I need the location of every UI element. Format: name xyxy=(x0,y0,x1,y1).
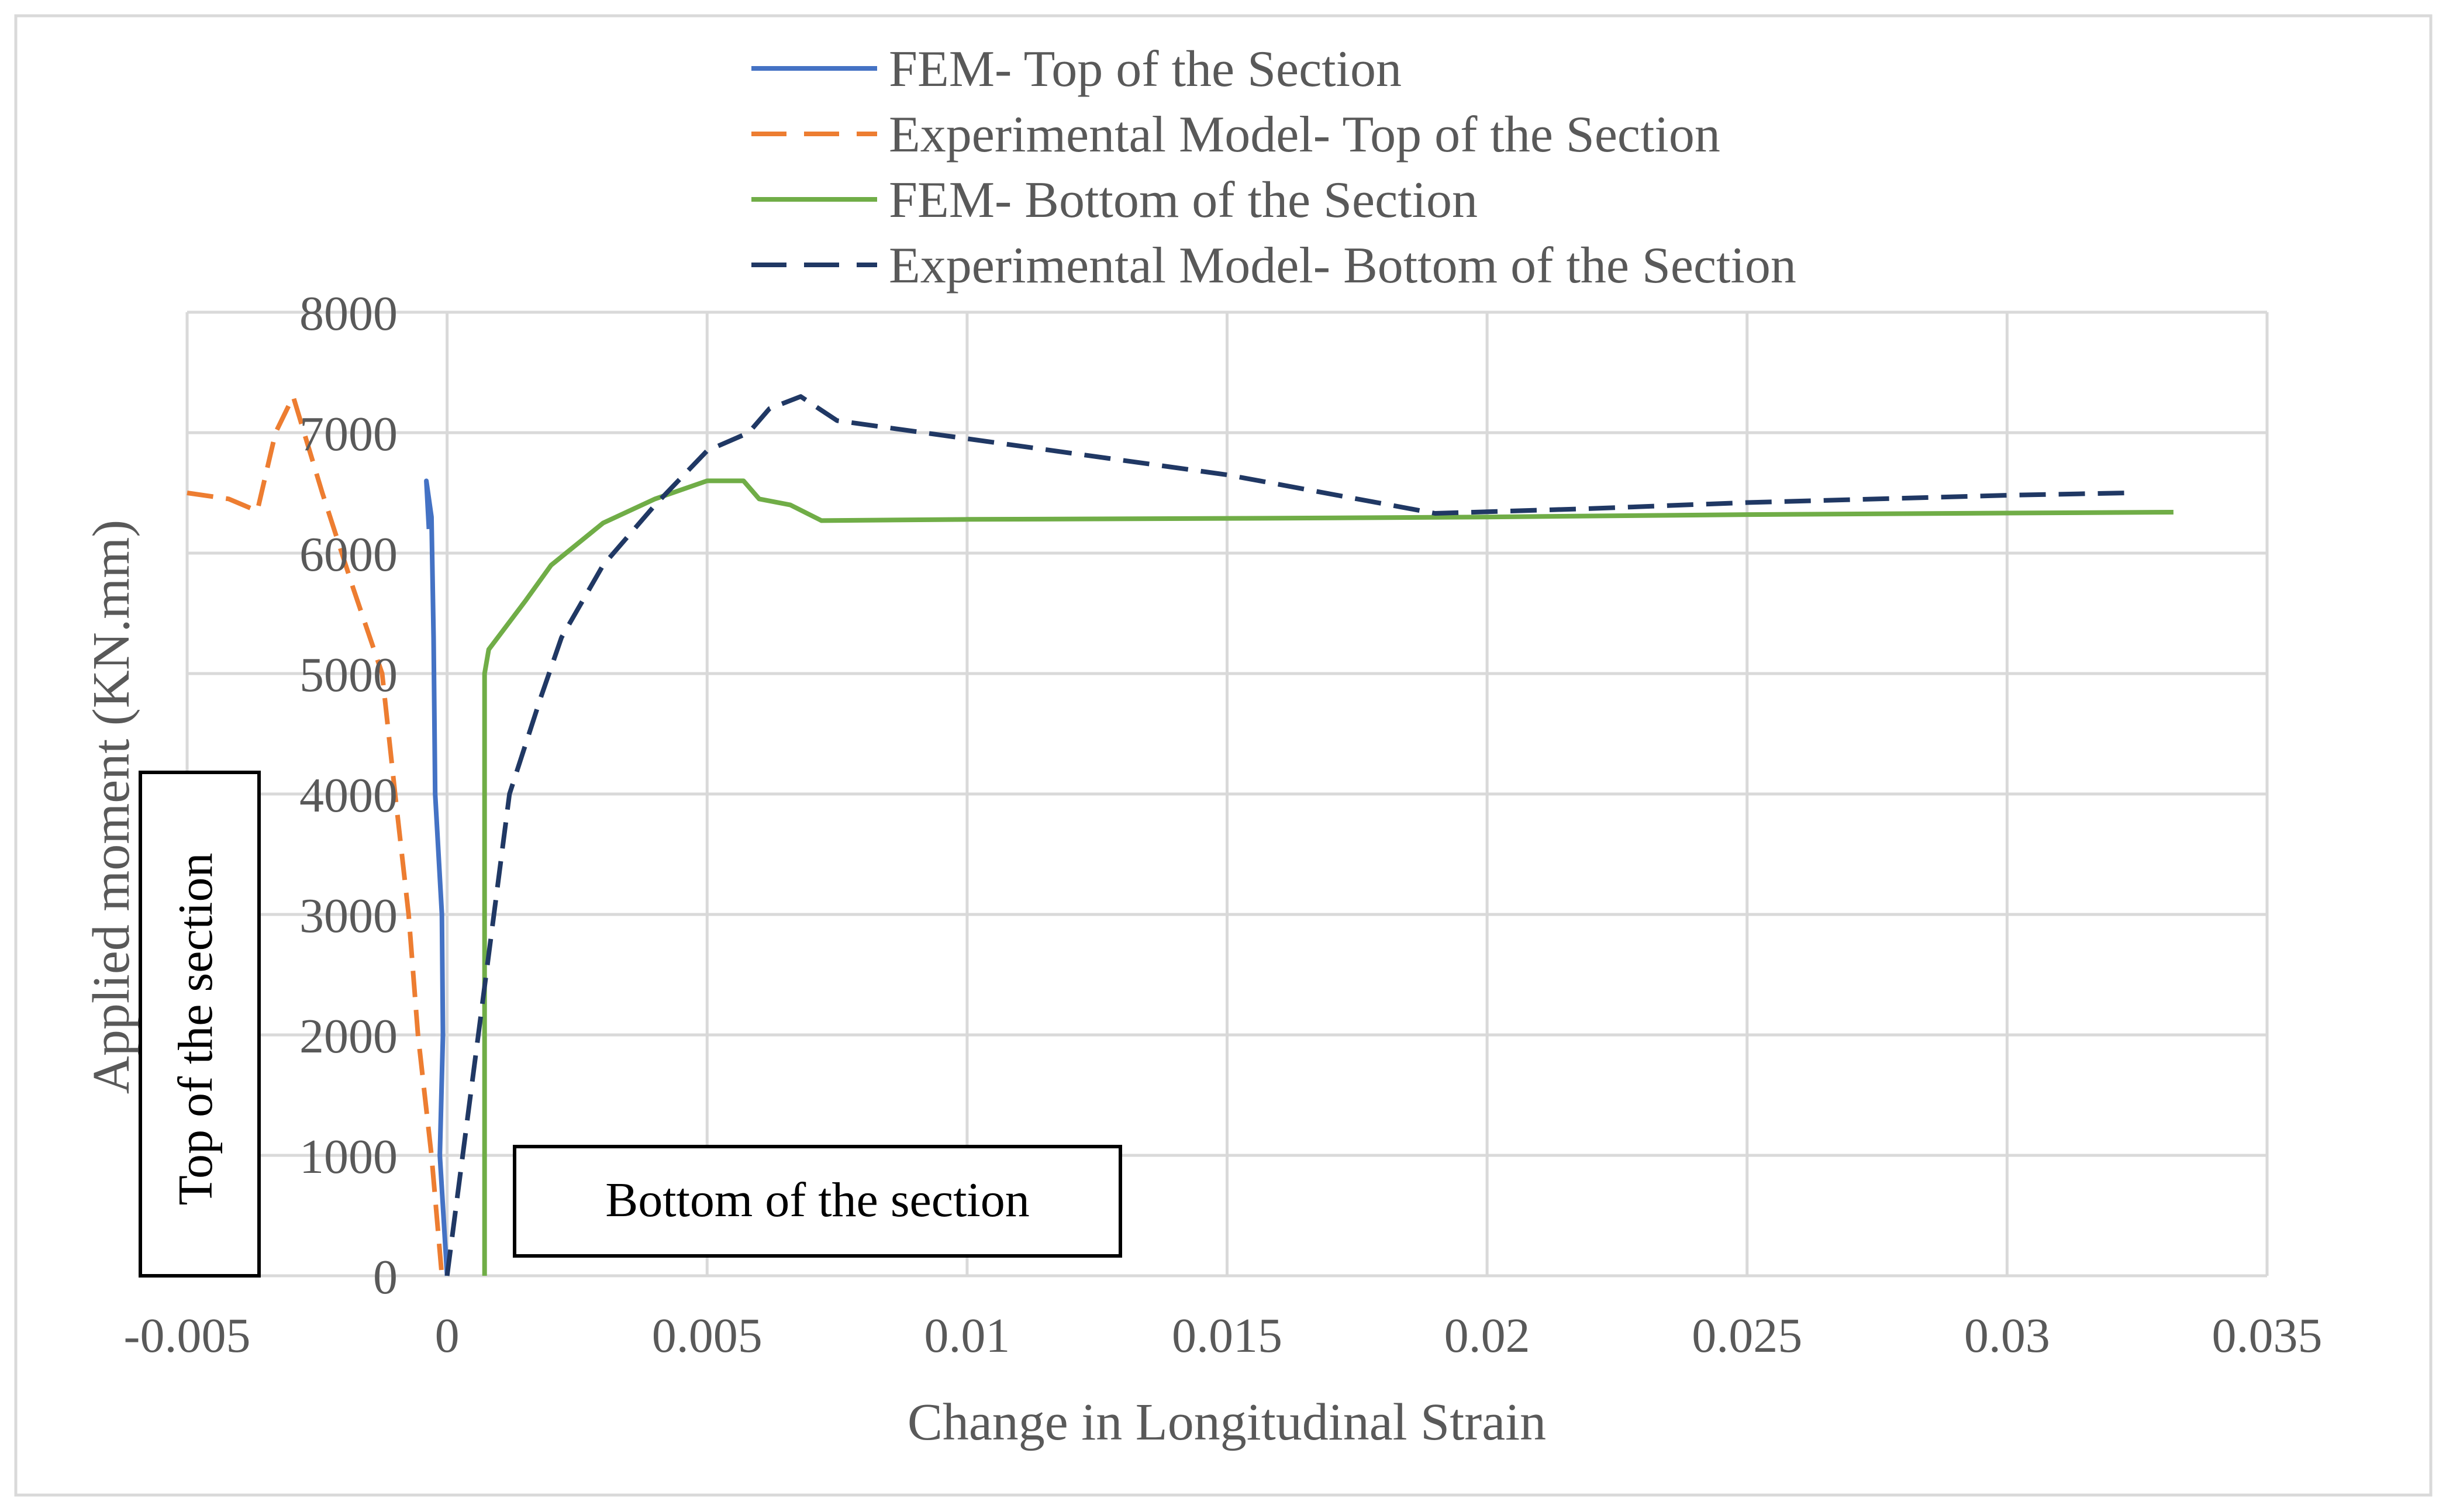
y-axis-label: Applied moment (KN.mm) xyxy=(82,520,140,1094)
tick-labels: -0.005 0 0.005 0.01 0.015 0.02 0.025 0.03 0.035 0… xyxy=(124,286,2323,1363)
chart-border xyxy=(14,14,2433,1497)
annotation-top-text: Top of the section xyxy=(168,853,223,1206)
legend-label: Experimental Model- Bottom of the Sectio… xyxy=(889,237,1796,294)
x-tick-label: 0.02 xyxy=(1444,1309,1530,1363)
y-tick-label: 6000 xyxy=(299,527,398,582)
y-tick-label: 7000 xyxy=(299,407,398,461)
y-tick-label: 0 xyxy=(373,1250,398,1304)
legend-label: Experimental Model- Top of the Section xyxy=(889,106,1720,163)
y-tick-label: 5000 xyxy=(299,648,398,702)
x-tick-label: 0.01 xyxy=(924,1309,1010,1363)
y-tick-label: 8000 xyxy=(299,286,398,341)
y-tick-label: 2000 xyxy=(299,1009,398,1064)
x-tick-label: 0.03 xyxy=(1964,1309,2050,1363)
series-line xyxy=(187,394,444,1276)
x-axis-label: Change in Longitudinal Strain xyxy=(908,1393,1546,1451)
y-tick-label: 3000 xyxy=(299,889,398,943)
series-line xyxy=(482,478,2174,1276)
legend-label: FEM- Top of the Section xyxy=(889,41,1402,98)
x-tick-label: -0.005 xyxy=(124,1309,251,1363)
series-layer xyxy=(187,394,2174,1276)
x-tick-label: 0.025 xyxy=(1692,1309,1802,1363)
series-line xyxy=(424,478,450,1276)
annotation-top-of-section: Top of the section xyxy=(139,771,261,1278)
legend: FEM- Top of the Section Experimental Mode… xyxy=(751,41,1796,294)
annotation-bottom-of-section: Bottom of the section xyxy=(513,1145,1122,1258)
x-tick-label: 0 xyxy=(435,1309,460,1363)
series-line xyxy=(444,394,2127,1276)
x-tick-label: 0.015 xyxy=(1172,1309,1282,1363)
legend-label: FEM- Bottom of the Section xyxy=(889,172,1478,229)
y-tick-label: 4000 xyxy=(299,768,398,823)
y-tick-label: 1000 xyxy=(299,1130,398,1184)
x-tick-label: 0.005 xyxy=(652,1309,763,1363)
annotation-bottom-text: Bottom of the section xyxy=(605,1173,1030,1227)
x-tick-label: 0.035 xyxy=(2212,1309,2323,1363)
